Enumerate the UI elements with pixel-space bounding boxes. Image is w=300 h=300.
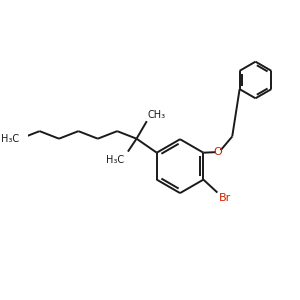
- Text: Br: Br: [218, 193, 231, 203]
- Text: H₃C: H₃C: [1, 134, 19, 144]
- Text: O: O: [214, 147, 223, 157]
- Text: H₃C: H₃C: [106, 155, 124, 165]
- Text: CH₃: CH₃: [148, 110, 166, 120]
